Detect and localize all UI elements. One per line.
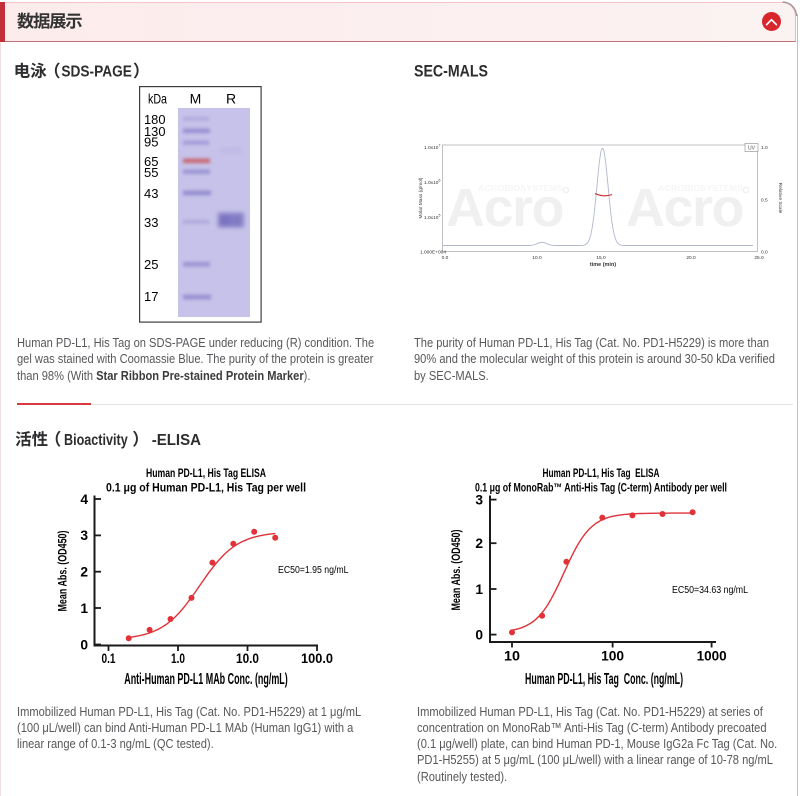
svg-text:10.0: 10.0	[236, 651, 259, 666]
svg-text:Molar Mass (g/mol): Molar Mass (g/mol)	[418, 177, 424, 218]
svg-text:Human PD-L1, His Tag Conc. (n: Human PD-L1, His Tag Conc. (ng/mL)	[525, 671, 683, 688]
svg-text:1: 1	[475, 582, 483, 597]
svg-text:1.0x10: 1.0x10	[424, 215, 439, 221]
svg-text:55: 55	[144, 165, 158, 180]
svg-text:33: 33	[144, 215, 158, 230]
svg-text:M: M	[190, 91, 202, 107]
svg-text:3: 3	[475, 492, 483, 507]
svg-text:6: 6	[439, 179, 441, 183]
svg-text:10.0: 10.0	[532, 255, 542, 261]
svg-text:0.1 μg of MonoRab™ Anti-His Ta: 0.1 μg of MonoRab™ Anti-His Tag (C-term)…	[475, 483, 727, 495]
svg-text:Acro: Acro	[446, 178, 563, 238]
svg-text:5: 5	[439, 214, 441, 218]
svg-text:SEC-MALS: SEC-MALS	[414, 63, 488, 81]
svg-text:Bioactivity: Bioactivity	[64, 432, 128, 449]
svg-text:0.1 μg of Human PD-L1, His Tag: 0.1 μg of Human PD-L1, His Tag per well	[106, 483, 306, 495]
svg-text:SDS-PAGE: SDS-PAGE	[61, 64, 132, 81]
svg-text:time (min): time (min)	[590, 262, 616, 268]
svg-text:1.0x10: 1.0x10	[424, 145, 439, 151]
svg-text:1.0: 1.0	[171, 651, 185, 666]
svg-text:25: 25	[144, 257, 158, 272]
svg-text:Mean Abs. (OD450): Mean Abs. (OD450)	[58, 530, 70, 611]
svg-text:Mean Abs. (OD450): Mean Abs. (OD450)	[451, 529, 463, 610]
svg-text:1.000E+004: 1.000E+004	[420, 250, 446, 256]
svg-text:20.0: 20.0	[686, 255, 696, 261]
svg-text:2: 2	[475, 536, 483, 551]
svg-text:95: 95	[144, 135, 158, 150]
svg-text:0: 0	[475, 627, 483, 642]
svg-text:15.0: 15.0	[596, 255, 606, 261]
svg-text:Human PD-L1, His Tag ELISA: Human PD-L1, His Tag ELISA	[543, 468, 660, 480]
svg-text:1000: 1000	[697, 649, 727, 664]
svg-text:0: 0	[80, 637, 88, 652]
svg-text:43: 43	[144, 186, 158, 201]
svg-text:EC50=1.95 ng/mL: EC50=1.95 ng/mL	[278, 565, 349, 576]
svg-text:UV: UV	[748, 146, 756, 152]
svg-text:2: 2	[80, 565, 88, 580]
svg-text:0.5: 0.5	[761, 198, 768, 204]
svg-text:-ELISA: -ELISA	[152, 432, 202, 449]
svg-text:1.0: 1.0	[761, 145, 768, 151]
svg-text:10: 10	[504, 649, 520, 664]
svg-text:ACROBIOSYSTEMS: ACROBIOSYSTEMS	[658, 184, 744, 193]
svg-text:EC50=34.63 ng/mL: EC50=34.63 ng/mL	[672, 585, 748, 596]
svg-text:Acro: Acro	[626, 178, 743, 238]
svg-text:Human PD-L1, His Tag ELISA: Human PD-L1, His Tag ELISA	[146, 468, 266, 480]
svg-text:7: 7	[439, 144, 441, 148]
svg-text:0.0: 0.0	[442, 255, 449, 261]
svg-text:1: 1	[80, 601, 88, 616]
svg-text:R: R	[226, 91, 236, 107]
svg-text:100: 100	[601, 649, 624, 664]
svg-text:25.0: 25.0	[754, 255, 764, 261]
svg-text:65: 65	[144, 154, 158, 169]
svg-text:1.0x10: 1.0x10	[424, 180, 439, 186]
svg-text:3: 3	[80, 528, 88, 543]
svg-text:130: 130	[144, 124, 166, 139]
svg-text:100.0: 100.0	[301, 651, 333, 666]
svg-text:Anti-Human PD-L1 MAb Conc. (ng: Anti-Human PD-L1 MAb Conc. (ng/mL)	[124, 671, 288, 688]
svg-text:kDa: kDa	[148, 91, 167, 107]
svg-text:ACROBIOSYSTEMS: ACROBIOSYSTEMS	[478, 184, 564, 193]
svg-text:Relative Scale: Relative Scale	[777, 183, 783, 214]
svg-text:0.1: 0.1	[102, 651, 116, 666]
svg-text:4: 4	[80, 492, 88, 507]
svg-text:0.0: 0.0	[761, 250, 768, 256]
svg-text:180: 180	[144, 112, 166, 127]
svg-text:17: 17	[144, 289, 158, 304]
